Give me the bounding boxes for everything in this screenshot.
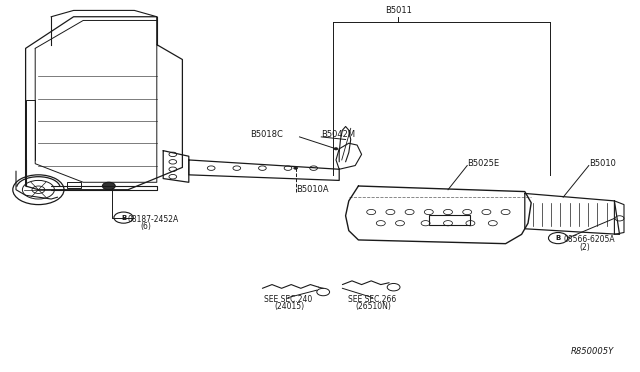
Text: B5042M: B5042M	[321, 130, 355, 139]
Circle shape	[294, 167, 298, 169]
Text: B5018C: B5018C	[250, 130, 283, 139]
Text: SEE SEC.240: SEE SEC.240	[264, 295, 312, 304]
Text: (2): (2)	[579, 243, 590, 252]
Circle shape	[102, 182, 115, 190]
Text: B5011: B5011	[385, 6, 412, 15]
Text: (26510N): (26510N)	[356, 302, 392, 311]
Bar	[429, 215, 470, 225]
Text: B5010A: B5010A	[296, 185, 328, 194]
Text: (6): (6)	[141, 222, 152, 231]
Text: 08187-2452A: 08187-2452A	[128, 215, 179, 224]
Circle shape	[334, 148, 338, 150]
Text: B: B	[556, 235, 561, 241]
Text: B5010: B5010	[589, 159, 616, 168]
Bar	[67, 182, 81, 188]
Text: B5025E: B5025E	[467, 159, 499, 168]
Text: SEE SEC.266: SEE SEC.266	[348, 295, 397, 304]
Text: R850005Y: R850005Y	[571, 347, 614, 356]
Text: (24015): (24015)	[274, 302, 305, 311]
Text: B: B	[121, 215, 126, 221]
Text: 08566-6205A: 08566-6205A	[563, 235, 615, 244]
